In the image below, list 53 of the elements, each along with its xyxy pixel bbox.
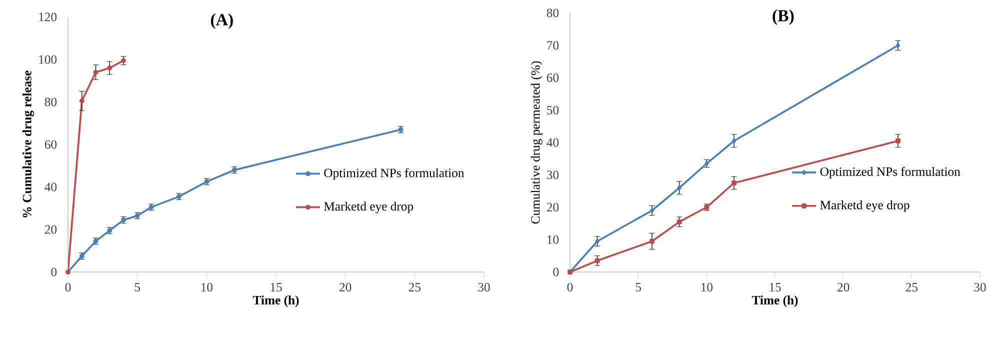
x-tick-label: 15: [770, 282, 781, 292]
y-tick-label: 40: [44, 182, 57, 192]
x-axis-title: Time (h): [252, 296, 299, 308]
x-tick-label: 30: [974, 282, 986, 292]
y-tick-label: 100: [39, 55, 57, 64]
chart-title: (A): [210, 14, 233, 29]
point: [594, 258, 600, 264]
point: [79, 98, 84, 104]
y-tick-label: 50: [547, 106, 559, 114]
legend-label: Marketd eye drop: [820, 200, 910, 212]
x-tick-label: 10: [201, 282, 213, 292]
x-tick-label: 15: [270, 282, 282, 292]
x-tick-label: 25: [408, 282, 421, 292]
y-tick-label: 80: [546, 8, 559, 18]
y-tick-label: 120: [39, 12, 57, 22]
y-tick-label: 60: [546, 73, 559, 82]
y-axis-title: Cumulative drug permeated (%): [530, 61, 542, 224]
x-tick-label: 25: [906, 282, 918, 292]
y-tick-label: 70: [547, 41, 559, 50]
x-tick-label: 0: [567, 282, 573, 292]
y-tick-label: 30: [546, 170, 559, 180]
x-tick-label: 20: [340, 282, 352, 292]
point: [677, 185, 682, 190]
x-tick-label: 20: [838, 282, 850, 292]
y-tick-label: 80: [44, 98, 57, 106]
legend-label: Optimized NPs formulation: [324, 168, 464, 180]
chart-title: (B): [772, 10, 794, 25]
y-tick-label: 10: [547, 235, 559, 244]
x-tick-label: 5: [636, 282, 642, 292]
y-axis-title: % Cumulative drug release: [22, 70, 34, 218]
y-tick-label: 40: [546, 138, 559, 147]
legend-label: Marketd eye drop: [324, 202, 414, 214]
x-axis-title: Time (h): [752, 296, 798, 308]
x-tick-label: 10: [701, 282, 713, 292]
point: [650, 238, 654, 244]
point: [896, 138, 900, 144]
y-tick-label: 0: [553, 268, 559, 276]
y-tick-label: 0: [51, 268, 57, 276]
x-tick-label: 0: [65, 282, 71, 292]
point: [676, 219, 682, 224]
point: [896, 42, 900, 48]
point: [595, 238, 600, 244]
x-tick-label: 30: [478, 282, 490, 292]
y-tick-label: 20: [546, 202, 559, 212]
point: [650, 208, 654, 213]
point: [732, 180, 736, 186]
legend-label: Optimized NPs formulation: [820, 166, 960, 179]
point: [732, 138, 736, 144]
y-tick-label: 20: [44, 225, 57, 234]
y-tick-label: 60: [44, 140, 57, 149]
point: [93, 70, 98, 75]
point: [107, 66, 112, 70]
x-tick-label: 5: [134, 282, 140, 292]
